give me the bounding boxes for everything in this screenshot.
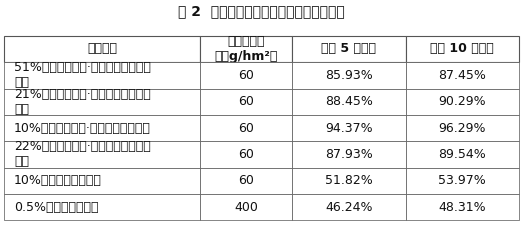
Title: 表 2  不同药剂对黄瓜霜霉病田间药效试验: 表 2 不同药剂对黄瓜霜霉病田间药效试验 [178, 4, 345, 18]
